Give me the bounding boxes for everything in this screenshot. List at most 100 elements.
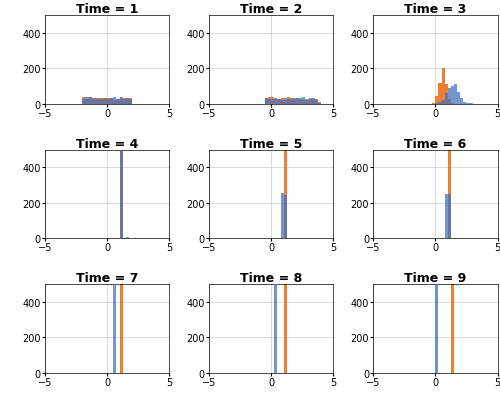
Bar	[312, 100, 315, 104]
Bar	[110, 99, 114, 104]
Bar	[268, 98, 271, 104]
Bar	[268, 100, 271, 104]
Bar	[120, 97, 122, 104]
Bar	[290, 99, 293, 104]
Bar	[104, 99, 107, 104]
Bar	[126, 99, 129, 104]
Title: Time = 2: Time = 2	[240, 3, 302, 16]
Bar	[116, 99, 119, 104]
Bar	[122, 99, 126, 104]
Bar	[107, 99, 110, 104]
Bar	[451, 87, 454, 104]
Bar	[448, 195, 451, 239]
Bar	[110, 99, 114, 104]
Bar	[94, 99, 98, 104]
Bar	[88, 98, 92, 104]
Bar	[280, 101, 283, 104]
Title: Time = 7: Time = 7	[76, 271, 138, 285]
Bar	[120, 99, 122, 104]
Bar	[448, 100, 451, 104]
Bar	[122, 98, 126, 104]
Bar	[284, 100, 287, 104]
Bar	[436, 285, 438, 373]
Bar	[86, 98, 88, 104]
Bar	[274, 285, 278, 373]
Bar	[293, 99, 296, 104]
Bar	[442, 69, 444, 104]
Bar	[306, 100, 308, 104]
Bar	[265, 99, 268, 104]
Title: Time = 8: Time = 8	[240, 271, 302, 285]
Bar	[464, 102, 466, 104]
Bar	[444, 85, 448, 104]
Bar	[444, 93, 448, 104]
Bar	[114, 101, 116, 104]
Bar	[284, 285, 287, 373]
Bar	[315, 100, 318, 104]
Bar	[126, 98, 129, 104]
Bar	[120, 285, 122, 373]
Bar	[101, 99, 104, 104]
Bar	[278, 99, 280, 104]
Bar	[315, 99, 318, 104]
Title: Time = 6: Time = 6	[404, 138, 466, 150]
Bar	[438, 103, 442, 104]
Bar	[290, 99, 293, 104]
Bar	[82, 98, 86, 104]
Bar	[284, 99, 287, 104]
Bar	[306, 99, 308, 104]
Bar	[92, 99, 94, 104]
Title: Time = 5: Time = 5	[240, 138, 302, 150]
Bar	[284, 150, 287, 239]
Title: Time = 9: Time = 9	[404, 271, 466, 285]
Bar	[98, 99, 101, 104]
Bar	[448, 150, 451, 239]
Title: Time = 3: Time = 3	[404, 3, 466, 16]
Bar	[94, 99, 98, 104]
Bar	[318, 103, 321, 104]
Bar	[302, 100, 306, 104]
Bar	[265, 99, 268, 104]
Bar	[454, 85, 457, 104]
Bar	[318, 103, 321, 104]
Bar	[98, 100, 101, 104]
Bar	[271, 98, 274, 104]
Bar	[438, 83, 442, 104]
Bar	[278, 100, 280, 104]
Bar	[274, 99, 278, 104]
Bar	[287, 99, 290, 104]
Bar	[308, 98, 312, 104]
Bar	[101, 99, 104, 104]
Bar	[88, 97, 92, 104]
Bar	[296, 99, 299, 104]
Bar	[308, 100, 312, 104]
Bar	[82, 99, 86, 104]
Bar	[104, 98, 107, 104]
Bar	[436, 97, 438, 104]
Bar	[296, 98, 299, 104]
Bar	[302, 98, 306, 104]
Bar	[312, 99, 315, 104]
Title: Time = 4: Time = 4	[76, 138, 138, 150]
Title: Time = 1: Time = 1	[76, 3, 138, 16]
Bar	[451, 285, 454, 373]
Bar	[280, 98, 283, 104]
Bar	[114, 285, 116, 373]
Bar	[448, 89, 451, 104]
Bar	[129, 100, 132, 104]
Bar	[280, 193, 283, 239]
Bar	[274, 99, 278, 104]
Bar	[120, 150, 122, 239]
Bar	[86, 99, 88, 104]
Bar	[457, 92, 460, 104]
Bar	[92, 99, 94, 104]
Bar	[299, 99, 302, 104]
Bar	[129, 99, 132, 104]
Bar	[284, 196, 287, 239]
Bar	[120, 151, 122, 239]
Bar	[299, 99, 302, 104]
Bar	[444, 194, 448, 239]
Bar	[114, 97, 116, 104]
Bar	[126, 238, 129, 239]
Bar	[271, 99, 274, 104]
